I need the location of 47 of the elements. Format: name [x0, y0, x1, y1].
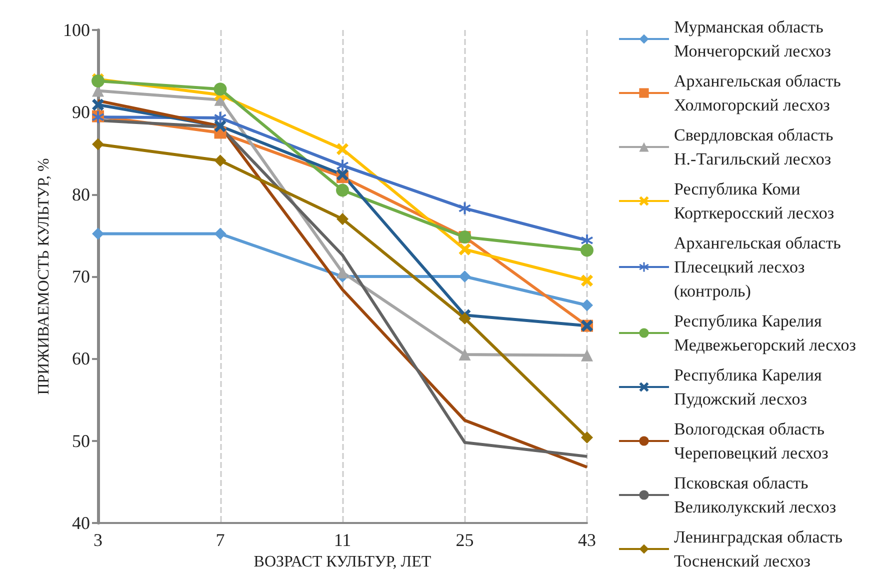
point — [458, 348, 471, 361]
point — [581, 349, 593, 362]
point — [214, 120, 226, 132]
point — [336, 160, 348, 172]
x-tick-label: 7 — [216, 530, 225, 550]
point — [581, 274, 593, 287]
point — [336, 168, 348, 181]
legend-label: Псковская область Великолукский лесхоз — [674, 474, 836, 516]
point — [214, 228, 226, 240]
point — [336, 143, 348, 156]
point — [580, 244, 594, 257]
y-tick-label: 90 — [72, 102, 90, 122]
point — [458, 202, 471, 214]
x-tick-label: 3 — [94, 530, 102, 550]
y-tick-label: 40 — [72, 513, 90, 533]
legend-label: Архангельская область Плесецкий лесхоз (контроль) — [674, 234, 842, 300]
point — [214, 82, 227, 96]
point — [214, 154, 226, 167]
legend-label: Республика Карелия Пудожский лесхоз — [674, 366, 822, 408]
legend-label: Мурманская область Мончегорский лесхоз — [674, 18, 832, 60]
x-axis-title: ВОЗРАСТ КУЛЬТУР, ЛЕТ — [254, 553, 432, 570]
x-tick-label: 25 — [456, 530, 474, 550]
point — [92, 228, 104, 240]
point — [458, 312, 471, 324]
legend-label: Республика Коми Корткеросский лесхоз — [674, 180, 834, 222]
y-tick-label: 70 — [72, 266, 90, 286]
legend-label: Ленинградская область Тосненский лесхоз — [674, 528, 843, 570]
legend-label: Вологодская область Череповецкий лесхоз — [674, 420, 829, 462]
legend-label: Свердловская область Н.-Тагильский лесхоз — [674, 126, 834, 168]
x-tick-label: 11 — [334, 530, 352, 550]
point — [581, 299, 593, 312]
y-tick-label: 50 — [72, 430, 90, 451]
y-tick-label: 100 — [63, 20, 90, 40]
x-tick-label: 43 — [578, 530, 596, 550]
point — [92, 98, 104, 111]
point — [336, 212, 348, 225]
point — [458, 243, 471, 256]
point — [336, 266, 348, 278]
point — [92, 138, 104, 150]
point — [581, 432, 593, 444]
legend-label: Архангельская область Холмогорский лесхоз — [674, 72, 842, 114]
legend-label: Республика Карелия Медвежьегорский лесхоз — [674, 312, 856, 354]
y-tick-label: 80 — [72, 184, 90, 204]
y-tick-label: 60 — [72, 348, 90, 369]
point — [336, 184, 349, 197]
y-axis-title: ПРИЖИВАЕМОСТЬ КУЛЬТУР, % — [36, 158, 53, 395]
point — [458, 270, 471, 282]
